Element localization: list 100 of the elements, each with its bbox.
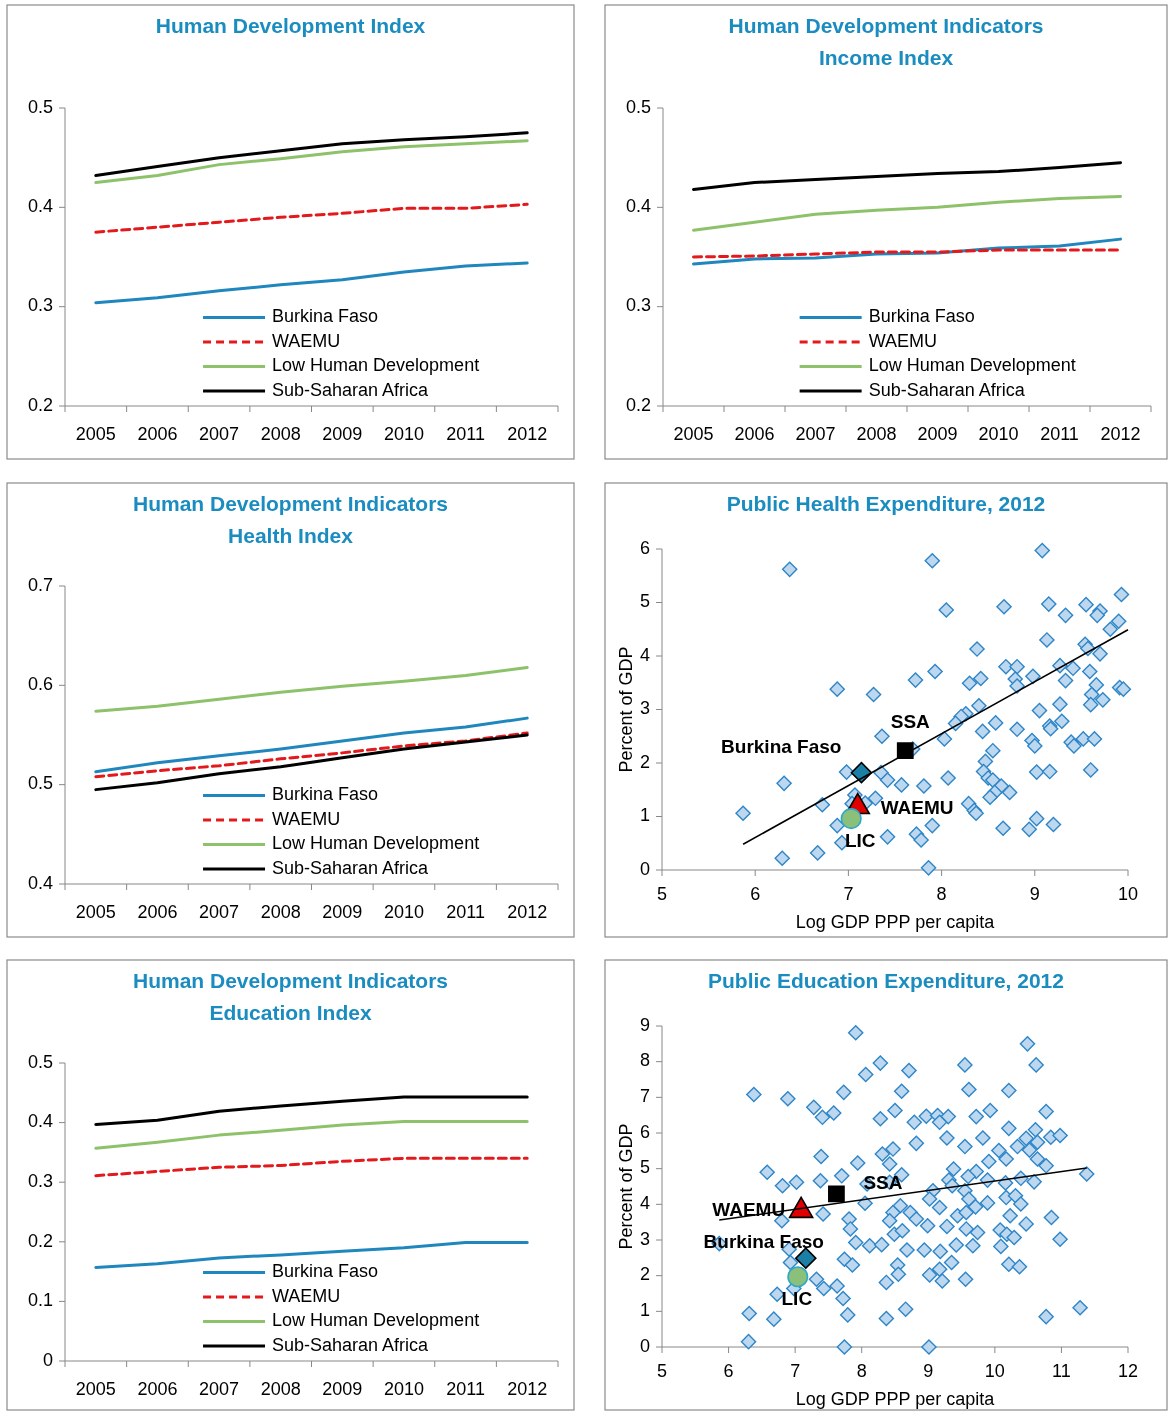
y-tick-label: 3 [639, 698, 650, 719]
y-tick-label: 0 [639, 1335, 650, 1356]
y-tick-label: 0.3 [625, 295, 651, 316]
y-tick-label: 0.1 [27, 1290, 53, 1311]
line-series [94, 131, 529, 178]
legend-label: Low Human Development [272, 355, 480, 376]
y-tick-label: 0.3 [27, 1170, 53, 1191]
x-tick-label: 2011 [446, 1378, 485, 1399]
y-tick-label: 5 [639, 591, 650, 612]
chart-title: Public Education Expenditure, 2012 [708, 968, 1064, 992]
x-tick-label: 10 [984, 1360, 1005, 1381]
y-tick-label: 0.3 [27, 295, 53, 316]
series-label: WAEMU [712, 1198, 786, 1220]
x-tick-label: 2010 [383, 1378, 424, 1399]
y-tick-label: 1 [639, 805, 650, 826]
x-tick-label: 2008 [260, 901, 301, 922]
line-series [94, 1156, 529, 1178]
line-series [94, 139, 529, 184]
x-tick-label: 9 [1029, 883, 1040, 904]
y-tick-label: 0.5 [625, 96, 651, 117]
line-series [692, 161, 1122, 191]
legend-label: Burkina Faso [272, 784, 379, 805]
x-tick-label: 2008 [856, 423, 897, 444]
x-tick-label: 2005 [673, 423, 714, 444]
line-series [94, 1119, 529, 1150]
x-tick-label: 2012 [507, 423, 548, 444]
x-tick-label: 2007 [795, 423, 836, 444]
x-tick-label: 5 [656, 883, 668, 904]
point [840, 808, 862, 830]
x-tick-label: 2007 [199, 901, 240, 922]
x-tick-label: 2007 [199, 423, 240, 444]
y-tick-label: 9 [639, 1014, 650, 1035]
y-tick-label: 0.4 [625, 196, 651, 217]
y-tick-label: 0.4 [27, 196, 53, 217]
legend-label: WAEMU [272, 1285, 341, 1306]
x-tick-label: 2012 [507, 901, 548, 922]
line-series [692, 194, 1122, 232]
x-tick-label: 5 [656, 1360, 668, 1381]
chart-subtitle: Health Index [228, 523, 354, 547]
y-tick-label: 0.4 [27, 872, 53, 893]
line-series [94, 665, 529, 713]
x-tick-label: 2006 [137, 1378, 178, 1399]
point [828, 1185, 845, 1203]
legend-label: WAEMU [868, 330, 937, 351]
y-tick-label: 0.2 [27, 1230, 53, 1251]
y-tick-label: 5 [639, 1157, 650, 1178]
x-tick-label: 7 [790, 1360, 801, 1381]
series-label: WAEMU [880, 796, 954, 818]
chart-subtitle: Education Index [209, 1000, 372, 1024]
legend-label: Burkina Faso [272, 1261, 379, 1282]
legend-label: Sub-Saharan Africa [272, 857, 430, 878]
y-tick-label: 0.6 [27, 674, 53, 695]
legend-label: Sub-Saharan Africa [868, 379, 1026, 400]
y-tick-label: 0 [42, 1349, 53, 1370]
x-tick-label: 2010 [383, 901, 424, 922]
line-series [94, 261, 529, 305]
x-tick-label: 2006 [137, 423, 178, 444]
y-tick-label: 0.5 [27, 1051, 53, 1072]
x-tick-label: 2006 [734, 423, 775, 444]
x-tick-label: 2008 [260, 423, 301, 444]
x-tick-label: 2005 [75, 901, 116, 922]
y-tick-label: 6 [639, 537, 650, 558]
x-axis-title: Log GDP PPP per capita [795, 911, 996, 932]
x-tick-label: 2009 [917, 423, 958, 444]
line-series [692, 248, 1122, 259]
legend-label: WAEMU [272, 330, 341, 351]
point [794, 1247, 817, 1269]
line-series [94, 716, 529, 774]
x-tick-label: 2009 [322, 901, 363, 922]
y-axis-title: Percent of GDP [615, 1123, 636, 1250]
chart-title: Public Health Expenditure, 2012 [726, 491, 1046, 515]
series-label: Burkina Faso [721, 735, 842, 757]
x-axis-title: Log GDP PPP per capita [795, 1388, 996, 1409]
x-tick-label: 2007 [199, 1378, 240, 1399]
y-tick-label: 3 [639, 1228, 650, 1249]
y-tick-label: 0.2 [625, 394, 651, 415]
y-tick-label: 1 [639, 1300, 650, 1321]
point [787, 1266, 809, 1288]
x-tick-label: 12 [1117, 1360, 1139, 1381]
x-tick-label: 2009 [322, 1378, 363, 1399]
y-tick-label: 0 [639, 858, 650, 879]
series-label: SSA [890, 710, 931, 732]
y-tick-label: 4 [639, 644, 650, 665]
y-axis-title: Percent of GDP [615, 646, 636, 773]
y-tick-label: 0.2 [27, 394, 53, 415]
line-series [94, 202, 529, 234]
x-tick-label: 9 [923, 1360, 934, 1381]
x-tick-label: 6 [723, 1360, 734, 1381]
chart-title: Human Development Indicators [728, 13, 1044, 37]
x-tick-label: 6 [750, 883, 761, 904]
legend-label: Low Human Development [272, 833, 480, 854]
y-tick-label: 2 [639, 751, 650, 772]
y-tick-label: 6 [639, 1121, 650, 1142]
x-tick-label: 11 [1052, 1360, 1071, 1381]
y-tick-label: 7 [639, 1086, 650, 1107]
series-label: LIC [781, 1287, 813, 1309]
y-tick-label: 2 [639, 1264, 650, 1285]
x-tick-label: 2009 [322, 423, 363, 444]
x-tick-label: 10 [1117, 883, 1139, 904]
x-tick-label: 2011 [446, 901, 485, 922]
